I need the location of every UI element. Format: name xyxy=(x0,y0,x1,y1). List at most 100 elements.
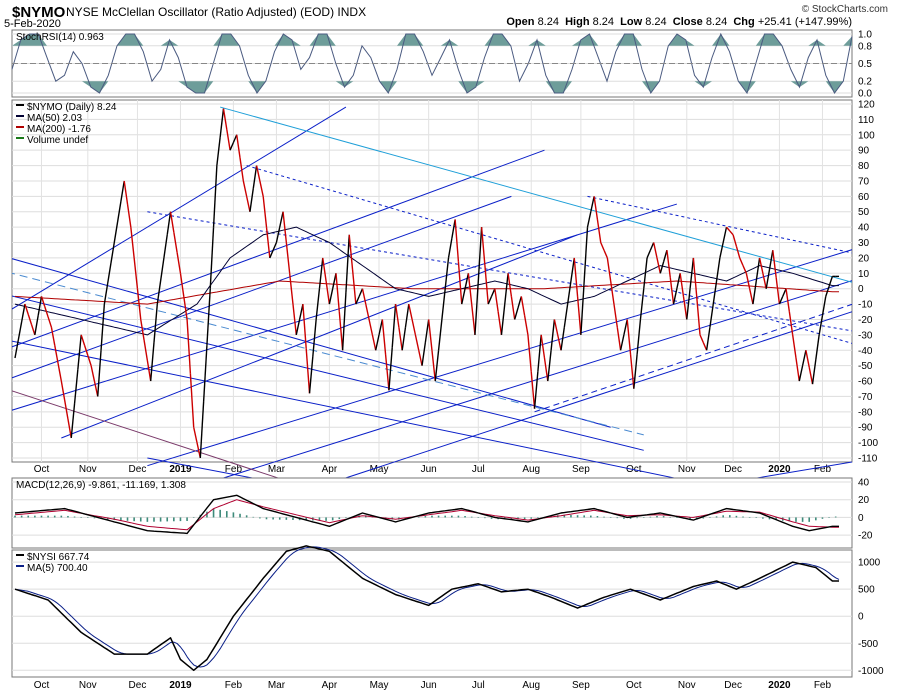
nymo-segment xyxy=(159,257,165,282)
nymo-segment xyxy=(232,134,238,143)
nymo-segment xyxy=(47,316,53,328)
trendline-dotted-3 xyxy=(587,195,852,254)
macd-histogram-bar xyxy=(206,511,208,518)
nymo-segment xyxy=(782,288,787,297)
stochrsi-y-tick: 0.8 xyxy=(858,41,872,52)
nymo-segment xyxy=(573,257,579,297)
stochrsi-line xyxy=(11,32,853,95)
nymo-x-tick: Mar xyxy=(268,464,286,475)
nymo-segment xyxy=(583,227,589,282)
nymo-segment xyxy=(772,250,777,278)
nymo-y-tick: -90 xyxy=(858,423,873,434)
close-value: 8.24 xyxy=(705,16,728,28)
macd-histogram-bar xyxy=(748,517,751,518)
nymo-segment xyxy=(315,288,321,320)
nysi-y-tick: 1000 xyxy=(858,558,881,569)
macd-signal-line xyxy=(14,499,839,531)
chg-label: Chg xyxy=(733,16,755,28)
date-label: 5-Feb-2020 xyxy=(4,18,61,30)
nymo-segment xyxy=(54,345,59,364)
nymo-segment xyxy=(113,221,119,243)
nymo-segment xyxy=(90,365,96,382)
nymo-segment xyxy=(189,373,195,428)
stochrsi-legend: StochRSI(14) 0.963 xyxy=(16,32,104,43)
macd-histogram-bar xyxy=(755,517,758,518)
nymo-segment xyxy=(424,319,430,343)
macd-histogram-bar xyxy=(431,515,433,518)
nymo-x-tick: Jun xyxy=(421,464,437,475)
nymo-segment xyxy=(480,227,486,266)
trendline-up-5 xyxy=(147,249,852,467)
nymo-segment xyxy=(715,257,721,282)
macd-histogram-bar xyxy=(437,515,440,518)
nymo-segment xyxy=(808,367,814,385)
nymo-segment xyxy=(388,347,393,391)
low-label: Low xyxy=(620,16,643,28)
nymo-segment xyxy=(335,273,341,312)
nymo-segment xyxy=(14,339,19,359)
high-value: 8.24 xyxy=(592,16,615,28)
nymo-segment xyxy=(682,296,688,320)
nymo-y-tick: 110 xyxy=(858,115,874,126)
nymo-segment xyxy=(609,280,615,305)
nymo-segment xyxy=(421,342,427,366)
exchange-label: INDX xyxy=(337,5,367,19)
nymo-segment xyxy=(725,226,731,232)
macd-histogram-bar xyxy=(808,517,811,522)
nymo-legend-swatch xyxy=(16,137,24,139)
nysi-legend-label: MA(5) 700.40 xyxy=(27,563,88,574)
macd-histogram-bar xyxy=(662,516,665,518)
nymo-x-tick: 2019 xyxy=(169,464,192,475)
nymo-segment xyxy=(269,249,274,259)
nysi-x-tick: Apr xyxy=(322,680,338,691)
nymo-segment xyxy=(166,211,172,235)
nymo-y-tick: 10 xyxy=(858,269,870,280)
nymo-segment xyxy=(686,288,691,320)
trendline-down-0 xyxy=(12,295,644,451)
nymo-segment xyxy=(550,319,556,351)
nymo-segment xyxy=(729,230,734,236)
nymo-segment xyxy=(709,303,714,328)
nymo-segment xyxy=(758,257,764,274)
nymo-segment xyxy=(60,380,66,401)
nymo-segment xyxy=(216,137,221,166)
nymo-segment xyxy=(745,273,751,289)
stochrsi-y-tick: 1.0 xyxy=(858,30,872,41)
nysi-x-tick: Feb xyxy=(814,680,832,691)
nymo-x-tick: Feb xyxy=(814,464,832,475)
nymo-y-tick: -30 xyxy=(858,330,873,341)
nymo-x-tick: Aug xyxy=(522,464,540,475)
nymo-y-tick: 20 xyxy=(858,253,870,264)
nymo-segment xyxy=(355,296,360,305)
nymo-segment xyxy=(543,357,549,382)
macd-histogram-bar xyxy=(73,516,76,518)
nymo-segment xyxy=(305,348,311,394)
macd-histogram-bar xyxy=(795,517,797,522)
nymo-segment xyxy=(295,319,301,336)
macd-histogram-bar xyxy=(47,515,49,518)
nymo-segment xyxy=(427,319,433,351)
nymo-x-tick: Sep xyxy=(572,464,590,475)
macd-histogram-bar xyxy=(596,516,599,518)
nymo-segment xyxy=(255,165,261,182)
nysi-legend-swatch xyxy=(16,554,24,556)
nymo-segment xyxy=(384,354,390,391)
nymo-segment xyxy=(130,227,135,258)
macd-histogram-bar xyxy=(265,517,268,520)
nymo-segment xyxy=(206,288,211,346)
nymo-segment xyxy=(649,242,655,251)
macd-histogram-bar xyxy=(331,517,334,521)
nymo-segment xyxy=(40,296,46,307)
macd-histogram-bar xyxy=(126,517,129,521)
macd-histogram-bar xyxy=(259,517,261,519)
macd-histogram-bar xyxy=(292,517,294,520)
nymo-x-tick: Nov xyxy=(79,464,97,475)
nymo-segment xyxy=(490,288,496,297)
macd-histogram-bar xyxy=(153,517,155,522)
trendline-dotted-1 xyxy=(246,165,852,344)
macd-histogram-bar xyxy=(689,517,691,520)
nymo-segment xyxy=(361,288,367,305)
nymo-segment xyxy=(252,165,258,189)
nymo-segment xyxy=(600,242,605,251)
